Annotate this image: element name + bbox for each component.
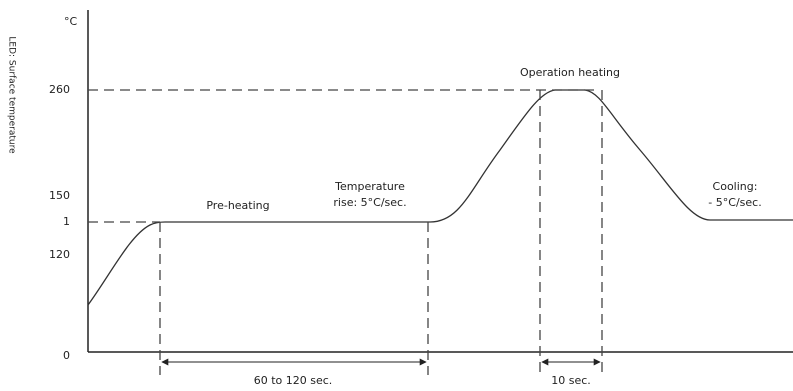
tick-label: 120 <box>49 248 70 261</box>
temperature-curve <box>87 89 793 306</box>
annotation: Cooling: <box>713 180 758 193</box>
axis-unit: °C <box>64 15 78 28</box>
tick-label: 1 <box>63 215 70 228</box>
annotation: rise: 5°C/sec. <box>333 196 406 209</box>
annotation: Temperature <box>334 180 405 193</box>
axis-title: LED: Surface temperature <box>7 36 17 154</box>
tick-label: 260 <box>49 83 70 96</box>
annotation: Pre-heating <box>206 199 269 212</box>
tick-label: 150 <box>49 189 70 202</box>
tick-label: 0 <box>63 349 70 362</box>
duration-label: 60 to 120 sec. <box>254 374 333 387</box>
duration-label: 10 sec. <box>551 374 591 387</box>
annotation: Operation heating <box>520 66 620 79</box>
guide-lines <box>88 89 603 375</box>
annotation: - 5°C/sec. <box>708 196 761 209</box>
